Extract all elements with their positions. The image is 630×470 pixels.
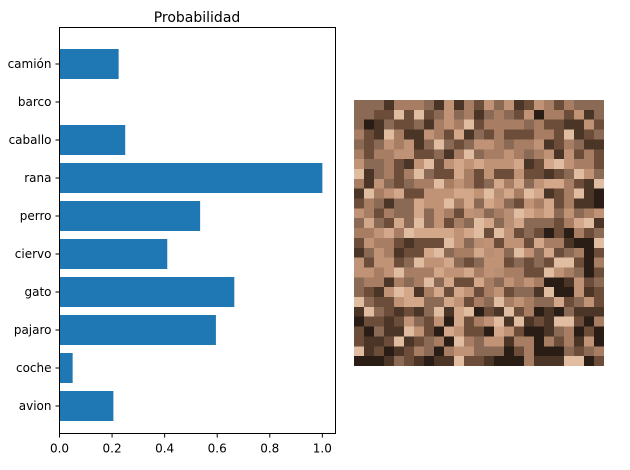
bar-coche [59,353,73,383]
bar-camión [59,49,119,79]
y-tick-label: coche [16,361,52,375]
x-ticks-group: 0.0 0.2 0.4 0.6 0.8 1.0 [50,433,332,456]
y-tick-label: barco [18,95,52,109]
input-image [354,100,604,366]
x-tick-label: 0.8 [260,442,279,456]
bar-ciervo [59,239,168,269]
x-tick-label: 1.0 [313,442,332,456]
x-tick-label: 0.2 [103,442,122,456]
x-tick-label: 0.0 [50,442,69,456]
bar-avion [59,391,114,421]
x-tick-label: 0.4 [155,442,174,456]
y-tick-label: rana [24,171,51,185]
chart-title: Probabilidad [154,10,241,26]
y-tick-label: perro [20,209,52,223]
bar-caballo [59,125,126,155]
y-tick-label: gato [24,285,51,299]
y-tick-label: avion [19,399,52,413]
bar-perro [59,201,201,231]
axes-frame [59,27,336,434]
y-tick-label: ciervo [15,247,52,261]
y-ticks-group: camión barco caballo rana perro ciervo gato paj… [8,57,60,413]
x-tick-label: 0.6 [208,442,227,456]
y-tick-label: camión [8,57,52,71]
y-tick-label: caballo [9,133,52,147]
bar-gato [59,277,235,307]
y-tick-label: pajaro [14,323,52,337]
bar-pajaro [59,315,216,345]
bars-group [59,49,323,421]
bar-rana [59,163,323,193]
